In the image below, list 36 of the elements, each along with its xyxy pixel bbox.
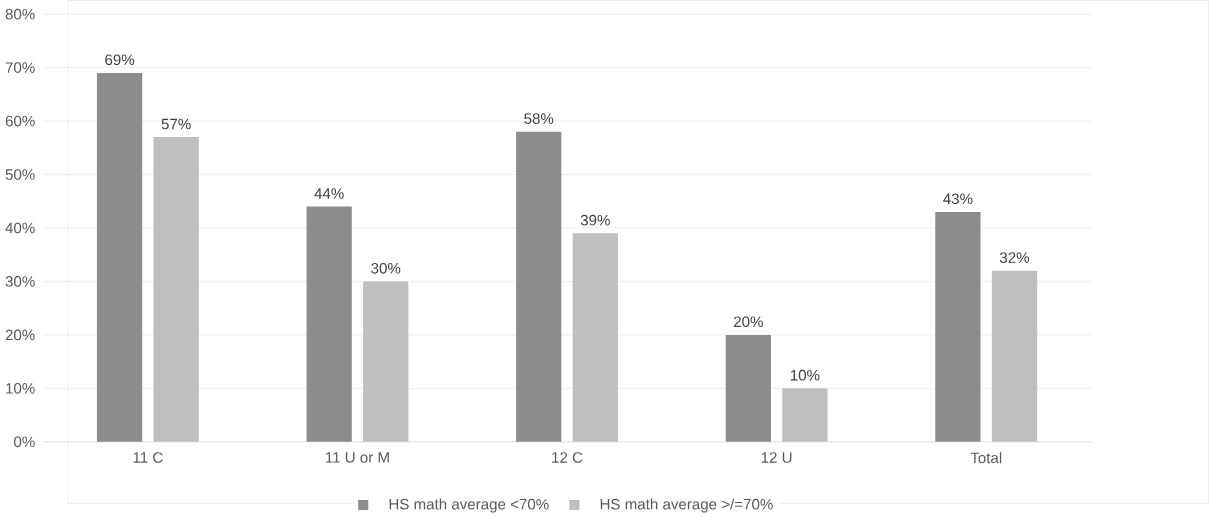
y-tick-label: 0% xyxy=(14,436,35,448)
data-label: 20% xyxy=(733,316,763,328)
legend-label: HS math average >/=70% xyxy=(600,498,773,513)
y-tick-label: 10% xyxy=(6,383,35,394)
x-tick-label: 12 C xyxy=(552,452,583,463)
y-tick-label: 50% xyxy=(5,169,35,181)
data-label: 10% xyxy=(790,370,820,381)
x-tick-label: 11 C xyxy=(133,452,163,463)
bar xyxy=(363,281,409,442)
data-label: 44% xyxy=(314,188,344,199)
data-label: 43% xyxy=(943,193,973,205)
data-label: 57% xyxy=(161,118,191,130)
y-tick-label: 80% xyxy=(5,8,35,20)
y-tick-label: 60% xyxy=(5,115,35,127)
data-label: 58% xyxy=(524,113,554,125)
data-label: 69% xyxy=(105,54,135,66)
y-tick-label: 40% xyxy=(5,222,35,234)
y-tick-label: 30% xyxy=(5,276,35,287)
legend-label: HS math average <70% xyxy=(389,498,549,513)
y-tick-label: 70% xyxy=(5,62,35,74)
x-tick-label: 11 U or M xyxy=(326,452,389,463)
x-tick-label: 12 U xyxy=(761,452,792,463)
bar xyxy=(935,212,981,442)
data-label: 30% xyxy=(371,263,401,274)
bar xyxy=(153,137,199,442)
bar xyxy=(782,388,828,442)
bar xyxy=(306,206,352,442)
data-label: 32% xyxy=(999,252,1030,264)
y-tick-label: 20% xyxy=(5,329,35,341)
bar xyxy=(572,233,618,442)
data-label: 39% xyxy=(580,215,610,226)
bar xyxy=(725,335,771,442)
bar xyxy=(516,131,562,442)
bar xyxy=(991,270,1038,442)
x-tick-label: Total xyxy=(970,452,1002,464)
bar xyxy=(96,73,143,442)
